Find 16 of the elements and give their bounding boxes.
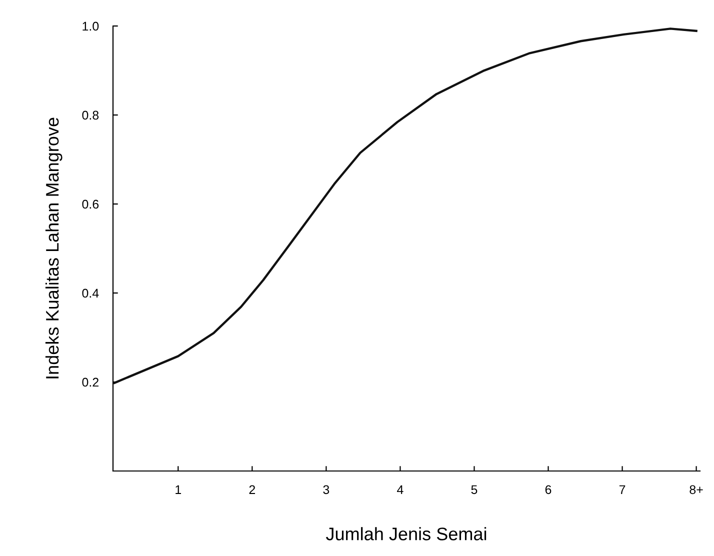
x-tick-label: 3 bbox=[323, 485, 330, 494]
y-tick-label: 1.0 bbox=[82, 22, 99, 31]
x-tick-label: 6 bbox=[545, 485, 552, 494]
x-tick-label: 8+ bbox=[690, 485, 703, 494]
y-tick-label: 0.4 bbox=[82, 288, 99, 298]
y-axis-title: Indeks Kualitas Lahan Mangrove bbox=[45, 118, 62, 378]
y-tick-label: 0.8 bbox=[82, 110, 99, 120]
line-series bbox=[113, 28, 698, 384]
x-axis-title: Jumlah Jenis Semai bbox=[326, 527, 486, 540]
x-tick-label: 1 bbox=[176, 485, 182, 494]
x-tick-label: 2 bbox=[249, 485, 256, 494]
y-tick-label: 0.6 bbox=[82, 200, 99, 209]
x-tick-label: 4 bbox=[397, 485, 404, 494]
x-tick-label: 5 bbox=[471, 485, 478, 494]
y-tick-label: 0.2 bbox=[82, 378, 98, 387]
x-tick-label: 7 bbox=[619, 485, 626, 494]
